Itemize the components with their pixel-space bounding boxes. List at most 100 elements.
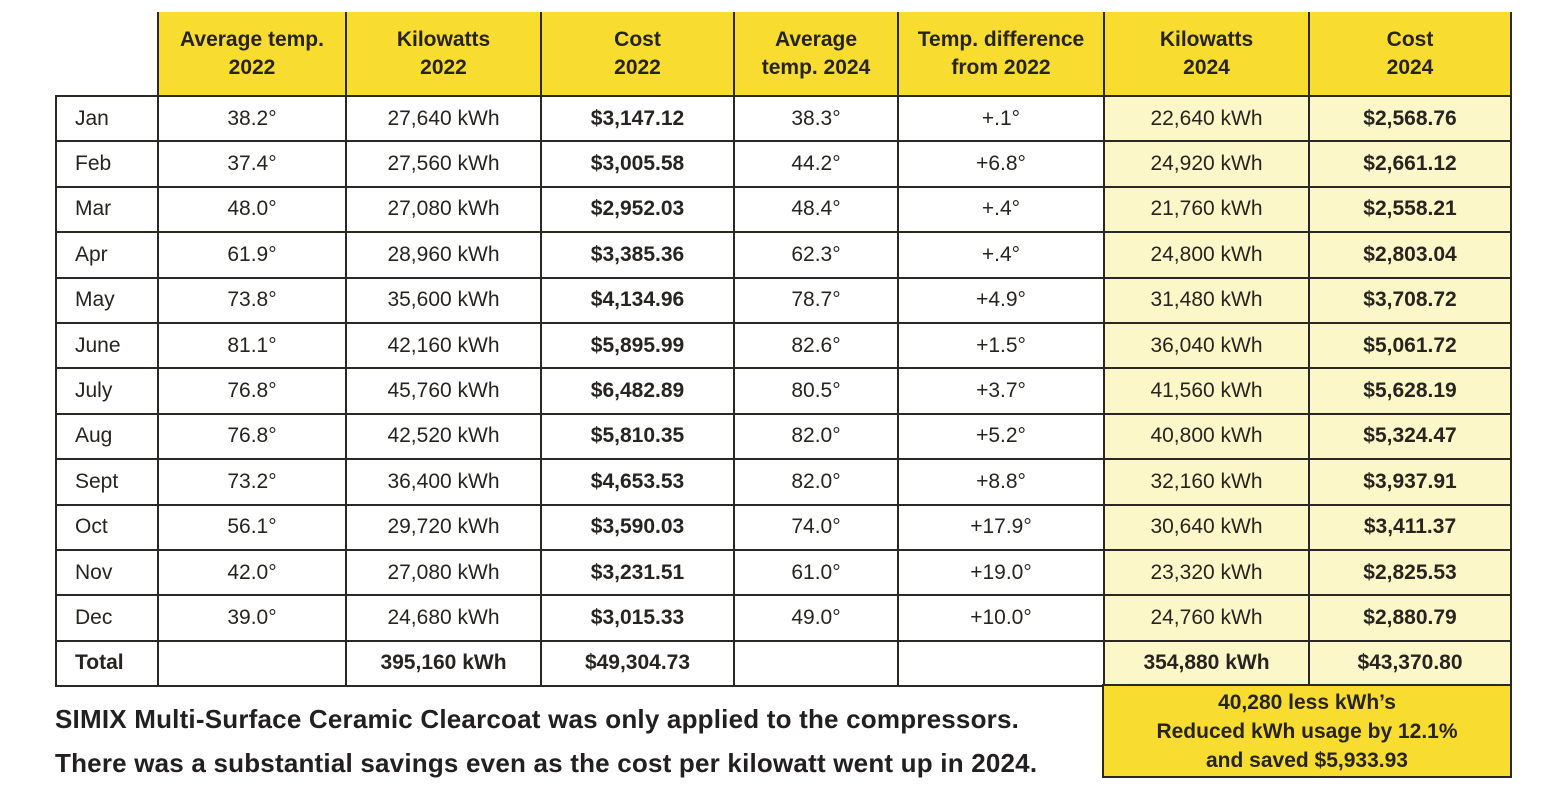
corner-empty-cell <box>56 12 158 96</box>
cell-kwh-2022: 42,520 kWh <box>345 412 542 461</box>
cell-kwh-2022: 27,080 kWh <box>345 548 542 597</box>
cell-avg-temp-2024: 61.0° <box>733 548 899 597</box>
cell-cost-2024: $5,324.47 <box>1308 412 1512 461</box>
total-avg-temp-2022 <box>157 639 347 688</box>
cell-temp-diff: +17.9° <box>897 503 1105 551</box>
cell-temp-diff: +6.8° <box>897 140 1105 188</box>
table-header: Average temp. 2022 Kilowatts 2022 Cost 202… <box>56 12 1512 97</box>
cell-avg-temp-2022: 76.8° <box>157 412 347 461</box>
cell-cost-2024: $3,411.37 <box>1308 503 1512 551</box>
cell-avg-temp-2024: 49.0° <box>733 594 899 642</box>
cell-avg-temp-2022: 42.0° <box>157 548 347 597</box>
cell-avg-temp-2022: 56.1° <box>157 503 347 551</box>
cell-kwh-2024: 32,160 kWh <box>1103 458 1310 506</box>
cell-temp-diff: +.1° <box>897 94 1105 143</box>
cell-kwh-2024: 40,800 kWh <box>1103 412 1310 461</box>
cell-avg-temp-2024: 82.0° <box>733 458 899 506</box>
cell-temp-diff: +5.2° <box>897 412 1105 461</box>
cell-avg-temp-2022: 76.8° <box>157 367 347 415</box>
cell-kwh-2024: 31,480 kWh <box>1103 276 1310 324</box>
cell-kwh-2022: 27,560 kWh <box>345 140 542 188</box>
cell-kwh-2024: 36,040 kWh <box>1103 321 1310 370</box>
column-header-4: Average temp. 2024 <box>733 12 899 97</box>
cell-month: Feb <box>55 140 159 188</box>
table-row: Apr 61.9° 28,960 kWh $3,385.36 62.3° +.4° 24,8… <box>55 231 1512 279</box>
cell-month: Jan <box>55 94 159 143</box>
cell-month: Dec <box>55 594 159 642</box>
column-header-6: Kilowatts 2024 <box>1103 12 1310 97</box>
cell-month: June <box>55 321 159 370</box>
cell-kwh-2024: 24,800 kWh <box>1103 231 1310 279</box>
cell-cost-2024: $2,803.04 <box>1308 231 1512 279</box>
cell-cost-2022: $2,952.03 <box>540 185 735 234</box>
energy-comparison-table: Average temp. 2022 Kilowatts 2022 Cost 202… <box>55 12 1512 688</box>
cell-temp-diff: +8.8° <box>897 458 1105 506</box>
cell-cost-2022: $6,482.89 <box>540 367 735 415</box>
cell-cost-2022: $3,147.12 <box>540 94 735 143</box>
total-kwh-2024: 354,880 kWh <box>1103 639 1310 688</box>
cell-cost-2024: $3,937.91 <box>1308 458 1512 506</box>
cell-avg-temp-2024: 44.2° <box>733 140 899 188</box>
cell-avg-temp-2022: 48.0° <box>157 185 347 234</box>
summary-line-3: and saved $5,933.93 <box>1206 748 1408 772</box>
cell-cost-2024: $2,825.53 <box>1308 548 1512 597</box>
summary-line-2: Reduced kWh usage by 12.1% <box>1156 719 1458 743</box>
cell-cost-2024: $2,880.79 <box>1308 594 1512 642</box>
cell-avg-temp-2022: 73.8° <box>157 276 347 324</box>
energy-comparison-table-wrap: Average temp. 2022 Kilowatts 2022 Cost 202… <box>55 12 1512 688</box>
cell-cost-2022: $3,005.58 <box>540 140 735 188</box>
cell-cost-2022: $3,385.36 <box>540 231 735 279</box>
cell-cost-2024: $3,708.72 <box>1308 276 1512 324</box>
cell-kwh-2024: 21,760 kWh <box>1103 185 1310 234</box>
cell-avg-temp-2022: 81.1° <box>157 321 347 370</box>
cell-cost-2024: $5,061.72 <box>1308 321 1512 370</box>
header-row: Average temp. 2022 Kilowatts 2022 Cost 202… <box>56 12 1512 97</box>
column-header-7: Cost 2024 <box>1308 12 1512 97</box>
total-cost-2022: $49,304.73 <box>540 639 735 688</box>
cell-month: Aug <box>55 412 159 461</box>
cell-kwh-2024: 41,560 kWh <box>1103 367 1310 415</box>
cell-cost-2022: $3,590.03 <box>540 503 735 551</box>
cell-month: May <box>55 276 159 324</box>
table-body: Jan 38.2° 27,640 kWh $3,147.12 38.3° +.1° 22,6… <box>55 94 1512 688</box>
cell-cost-2024: $5,628.19 <box>1308 367 1512 415</box>
cell-cost-2022: $5,810.35 <box>540 412 735 461</box>
footnote-line-2: There was a substantial savings even as … <box>55 748 1038 778</box>
table-row: Oct 56.1° 29,720 kWh $3,590.03 74.0° +17.9° 30… <box>55 503 1512 551</box>
cell-kwh-2024: 24,760 kWh <box>1103 594 1310 642</box>
cell-kwh-2024: 22,640 kWh <box>1103 94 1310 143</box>
cell-temp-diff: +19.0° <box>897 548 1105 597</box>
cell-kwh-2022: 24,680 kWh <box>345 594 542 642</box>
cell-avg-temp-2022: 37.4° <box>157 140 347 188</box>
cell-kwh-2022: 36,400 kWh <box>345 458 542 506</box>
cell-avg-temp-2022: 38.2° <box>157 94 347 143</box>
cell-avg-temp-2022: 39.0° <box>157 594 347 642</box>
cell-avg-temp-2022: 61.9° <box>157 231 347 279</box>
table-row: June 81.1° 42,160 kWh $5,895.99 82.6° +1.5° 36… <box>55 321 1512 370</box>
cell-cost-2024: $2,558.21 <box>1308 185 1512 234</box>
cell-avg-temp-2024: 80.5° <box>733 367 899 415</box>
cell-kwh-2022: 42,160 kWh <box>345 321 542 370</box>
savings-summary-box: 40,280 less kWh’s Reduced kWh usage by 1… <box>1102 684 1512 778</box>
cell-temp-diff: +1.5° <box>897 321 1105 370</box>
table-row: Aug 76.8° 42,520 kWh $5,810.35 82.0° +5.2° 40,… <box>55 412 1512 461</box>
footnote-line-1: SIMIX Multi-Surface Ceramic Clearcoat wa… <box>55 704 1020 734</box>
cell-temp-diff: +3.7° <box>897 367 1105 415</box>
cell-cost-2022: $3,231.51 <box>540 548 735 597</box>
cell-cost-2024: $2,661.12 <box>1308 140 1512 188</box>
total-row: Total 395,160 kWh $49,304.73 354,880 kWh $43… <box>55 639 1512 688</box>
cell-kwh-2024: 23,320 kWh <box>1103 548 1310 597</box>
footnote: SIMIX Multi-Surface Ceramic Clearcoat wa… <box>55 697 1095 785</box>
cell-cost-2022: $4,653.53 <box>540 458 735 506</box>
cell-kwh-2022: 28,960 kWh <box>345 231 542 279</box>
total-cost-2024: $43,370.80 <box>1308 639 1512 688</box>
cell-avg-temp-2024: 74.0° <box>733 503 899 551</box>
cell-kwh-2022: 45,760 kWh <box>345 367 542 415</box>
total-kwh-2022: 395,160 kWh <box>345 639 542 688</box>
column-header-3: Cost 2022 <box>540 12 735 97</box>
total-month: Total <box>55 639 159 688</box>
cell-avg-temp-2024: 48.4° <box>733 185 899 234</box>
column-header-2: Kilowatts 2022 <box>345 12 542 97</box>
cell-avg-temp-2022: 73.2° <box>157 458 347 506</box>
cell-kwh-2022: 27,640 kWh <box>345 94 542 143</box>
